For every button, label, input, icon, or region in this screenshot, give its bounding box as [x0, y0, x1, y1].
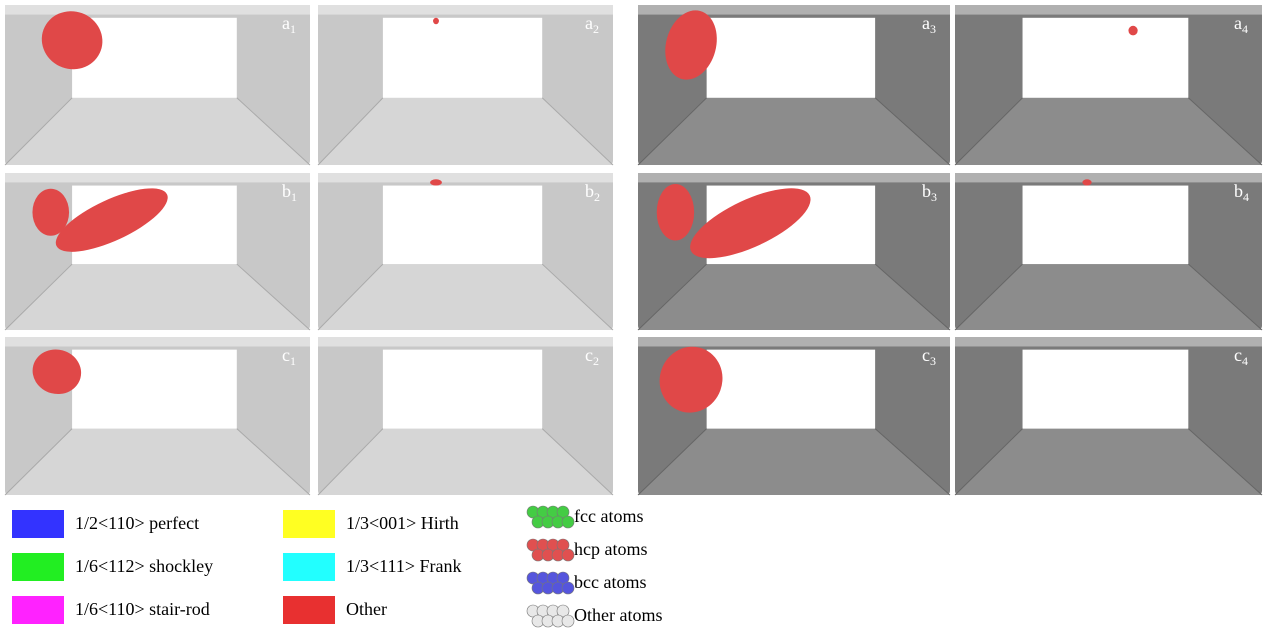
- panel-subscript: 1: [290, 22, 296, 36]
- atom: [562, 516, 574, 528]
- defect-region: [430, 179, 442, 185]
- top-surface: [955, 173, 1262, 182]
- panel-letter: a: [922, 13, 930, 33]
- panel: a1: [5, 3, 310, 165]
- panel-subscript: 2: [594, 190, 600, 204]
- panel: c4: [955, 337, 1262, 495]
- atom: [562, 549, 574, 561]
- legend-label: 1/6<110> stair-rod: [75, 599, 210, 619]
- panel-letter: a: [585, 13, 593, 33]
- window: [1023, 18, 1189, 98]
- window: [707, 350, 875, 429]
- panel: b1: [5, 173, 310, 330]
- atom-icon: [527, 572, 574, 594]
- legend-label: 1/6<112> shockley: [75, 556, 213, 576]
- panel-letter: a: [282, 13, 290, 33]
- defect-region: [1128, 26, 1137, 36]
- panel: b3: [638, 173, 950, 330]
- legend-label: bcc atoms: [574, 572, 646, 592]
- panel: a4: [955, 5, 1262, 165]
- panel-letter: b: [922, 181, 931, 201]
- panel: c1: [5, 337, 310, 495]
- panel-subscript: 3: [930, 354, 936, 368]
- top-surface: [638, 173, 950, 182]
- panel-subscript: 3: [930, 22, 936, 36]
- window: [383, 18, 542, 98]
- atom-icon: [527, 506, 574, 528]
- legend-swatch: [12, 510, 64, 538]
- window: [1023, 186, 1189, 265]
- defect-region: [657, 184, 694, 241]
- window: [72, 350, 237, 429]
- atom: [562, 615, 574, 627]
- page: a1a2a3a4b1b2b3b4c1c2c3c41/2<110> perfect…: [0, 0, 1269, 633]
- legend-swatch: [12, 596, 64, 624]
- top-surface: [638, 5, 950, 15]
- top-surface: [5, 5, 310, 15]
- panel: b4: [955, 173, 1262, 330]
- panel-letter: c: [1234, 345, 1242, 365]
- panel: c3: [638, 337, 950, 495]
- legend-label: fcc atoms: [574, 506, 643, 526]
- panel: a3: [638, 5, 950, 165]
- panel-subscript: 2: [593, 22, 599, 36]
- window: [707, 18, 875, 98]
- defect-region: [1082, 179, 1091, 185]
- legend-swatch: [283, 510, 335, 538]
- panel-letter: b: [1234, 181, 1243, 201]
- legend-label: 1/3<111> Frank: [346, 556, 461, 576]
- panel-subscript: 4: [1243, 190, 1249, 204]
- window: [1023, 350, 1189, 429]
- panel-subscript: 4: [1242, 354, 1248, 368]
- panel-letter: a: [1234, 13, 1242, 33]
- atom-icon: [527, 539, 574, 561]
- top-surface: [955, 5, 1262, 15]
- window: [383, 186, 542, 265]
- top-surface: [5, 337, 310, 346]
- top-surface: [318, 173, 613, 182]
- legend-swatch: [12, 553, 64, 581]
- top-surface: [955, 337, 1262, 346]
- panel: b2: [318, 173, 613, 330]
- legend-swatch: [283, 596, 335, 624]
- panel-letter: c: [585, 345, 593, 365]
- top-surface: [5, 173, 310, 182]
- legend-label: Other atoms: [574, 605, 662, 625]
- window: [383, 350, 542, 429]
- panel-letter: c: [282, 345, 290, 365]
- top-surface: [318, 5, 613, 15]
- defect-region: [433, 18, 439, 24]
- panel-letter: b: [585, 181, 594, 201]
- top-surface: [638, 337, 950, 346]
- top-surface: [318, 337, 613, 346]
- defect-region: [32, 189, 69, 236]
- panel-letter: c: [922, 345, 930, 365]
- legend-label: Other: [346, 599, 387, 619]
- legend-label: 1/3<001> Hirth: [346, 513, 459, 533]
- panel-subscript: 1: [290, 354, 296, 368]
- figure: a1a2a3a4b1b2b3b4c1c2c3c41/2<110> perfect…: [0, 0, 1269, 633]
- panel-subscript: 4: [1242, 22, 1248, 36]
- legend-swatch: [283, 553, 335, 581]
- panel-subscript: 1: [291, 190, 297, 204]
- legend-label: 1/2<110> perfect: [75, 513, 199, 533]
- atom-icon: [527, 605, 574, 627]
- atom: [562, 582, 574, 594]
- panel-subscript: 3: [931, 190, 937, 204]
- panel-letter: b: [282, 181, 291, 201]
- panel: c2: [318, 337, 613, 495]
- panel-subscript: 2: [593, 354, 599, 368]
- legend-label: hcp atoms: [574, 539, 648, 559]
- panel: a2: [318, 5, 613, 165]
